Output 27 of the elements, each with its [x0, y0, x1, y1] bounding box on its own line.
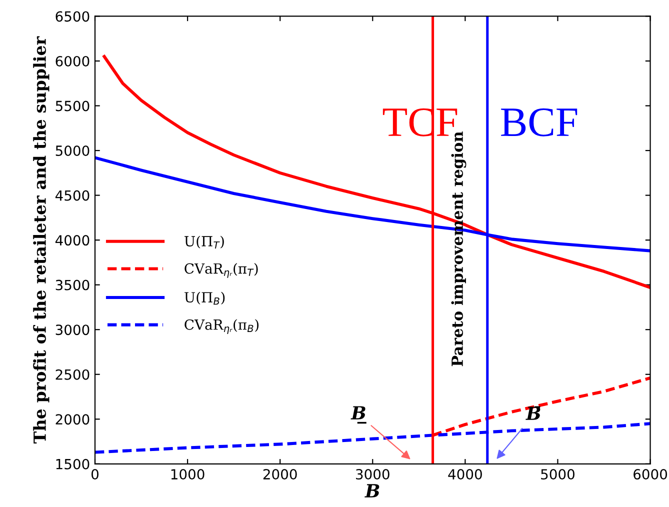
x-tick-label: 3000 — [356, 469, 390, 480]
legend-label: CVaR$_{ηᵣ}$(π$_{B}$) — [184, 319, 259, 334]
legend-label: U(Π$_{T}$) — [184, 236, 224, 249]
y-tick-label: 1500 — [56, 458, 90, 470]
y-axis-title: The profit of the retaileter and the supplier — [33, 36, 50, 444]
y-tick-label: 4500 — [55, 190, 90, 201]
x-tick-label: 6000 — [634, 469, 668, 480]
x-tick-label: 0 — [91, 469, 98, 480]
y-tick-label: 6500 — [56, 11, 90, 22]
x-tick-label: 1000 — [171, 469, 204, 480]
y-tick-label: 4000 — [55, 235, 90, 246]
annotation: BCF — [501, 108, 578, 136]
y-tick-label: 6000 — [56, 56, 90, 66]
x-tick-label: 5000 — [541, 469, 574, 480]
y-tick-label: 2000 — [56, 414, 90, 425]
x-axis-title: B — [364, 484, 380, 498]
y-tick-label: 2500 — [56, 369, 90, 380]
annotation: B̄ — [526, 406, 540, 420]
y-tick-label: 5500 — [56, 100, 90, 112]
x-tick-label: 4000 — [448, 469, 482, 480]
legend-label: U(Π$_{B}$) — [184, 292, 225, 305]
y-tick-label: 3000 — [56, 324, 90, 336]
y-tick-label: 3500 — [56, 280, 90, 290]
y-tick-label: 5000 — [56, 145, 90, 156]
legend-label: CVaR$_{ηᵣ}$(π$_{T}$) — [184, 263, 258, 278]
x-tick-label: 2000 — [263, 469, 297, 480]
annotation: B̲ — [350, 406, 366, 424]
